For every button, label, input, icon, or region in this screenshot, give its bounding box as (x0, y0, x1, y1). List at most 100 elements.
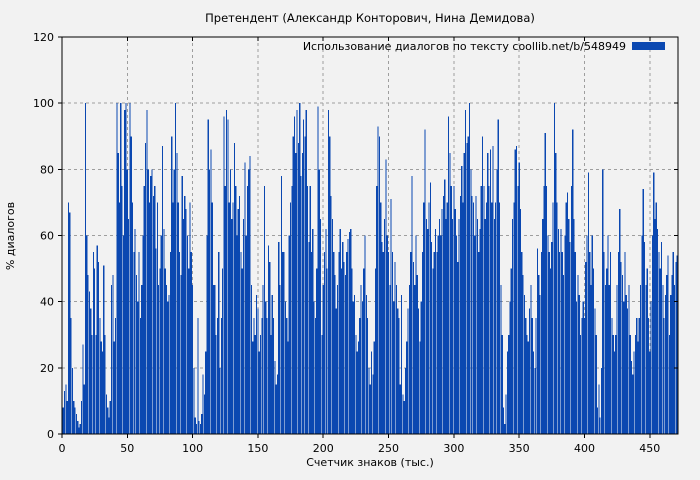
bar (431, 242, 433, 434)
bar (155, 248, 157, 434)
bar (300, 175, 302, 434)
bar (378, 136, 380, 434)
x-tick-label: 300 (443, 442, 464, 455)
bar (271, 295, 273, 434)
bar (534, 367, 536, 434)
bar (621, 275, 623, 434)
bar (322, 285, 324, 434)
bar (203, 394, 205, 434)
bar (67, 202, 70, 434)
bar (612, 334, 614, 434)
bar (259, 334, 262, 434)
bar (577, 275, 579, 434)
bar (676, 255, 678, 434)
bar (616, 285, 618, 434)
bar (134, 228, 136, 434)
bar (321, 334, 323, 434)
bar (552, 202, 554, 434)
bar (65, 384, 67, 434)
bar (636, 318, 638, 434)
bar (100, 341, 102, 434)
bar (297, 142, 300, 434)
bar (122, 235, 124, 434)
bar (444, 179, 446, 434)
bar (540, 252, 542, 434)
bar (81, 400, 83, 434)
bar (645, 285, 647, 434)
bar (286, 318, 288, 434)
bar (442, 195, 444, 434)
bar (368, 367, 370, 434)
bar (193, 367, 195, 434)
bar (666, 275, 668, 434)
bar (331, 218, 333, 434)
bar (397, 308, 399, 434)
bar (620, 261, 622, 434)
bar (604, 285, 606, 434)
bar-series (62, 103, 678, 435)
bar (526, 334, 528, 434)
bar (502, 407, 505, 434)
bar (421, 252, 424, 434)
bar (630, 361, 633, 434)
bar (659, 268, 661, 434)
bar (195, 424, 198, 434)
bar (372, 374, 374, 434)
bar (393, 301, 395, 434)
bar (415, 235, 417, 434)
bar (387, 252, 390, 434)
bar (146, 109, 148, 435)
bar (242, 218, 245, 434)
bar (62, 407, 64, 434)
bar (529, 308, 531, 434)
bar (653, 172, 655, 434)
bar (482, 136, 484, 434)
bar (265, 301, 267, 434)
bar (125, 103, 127, 435)
bar (454, 209, 456, 434)
bar (510, 268, 512, 434)
bar (559, 252, 561, 434)
bar (141, 285, 143, 434)
bar (334, 275, 336, 434)
bar (412, 261, 414, 434)
bar (593, 268, 595, 434)
bar (143, 185, 145, 434)
bar (241, 268, 243, 434)
bar (411, 175, 413, 434)
bar (177, 202, 179, 434)
x-tick-label: 400 (574, 442, 595, 455)
bar (78, 427, 80, 434)
bar (670, 295, 672, 434)
bar (275, 384, 277, 434)
bar (120, 103, 122, 435)
y-tick-label: 120 (33, 31, 54, 44)
bar (239, 195, 241, 434)
bar (395, 285, 397, 434)
bar (263, 185, 266, 434)
bar (135, 275, 138, 434)
bar (301, 152, 303, 434)
bar (660, 242, 663, 434)
bar (216, 318, 219, 434)
bar (546, 185, 548, 434)
bar (73, 400, 75, 434)
bar (292, 136, 294, 434)
bar (424, 129, 426, 434)
bar (107, 407, 109, 434)
bar (194, 417, 196, 434)
bar (453, 185, 455, 434)
bar (344, 275, 347, 434)
bar (206, 235, 208, 434)
bar (518, 162, 520, 434)
legend-swatch (632, 42, 665, 50)
bar (407, 308, 409, 434)
bar (202, 374, 204, 434)
bar (429, 182, 431, 434)
bar (236, 235, 238, 434)
bar (459, 195, 461, 434)
bar (427, 228, 429, 434)
bar (118, 202, 121, 434)
bar (536, 248, 539, 434)
bar (137, 301, 139, 434)
